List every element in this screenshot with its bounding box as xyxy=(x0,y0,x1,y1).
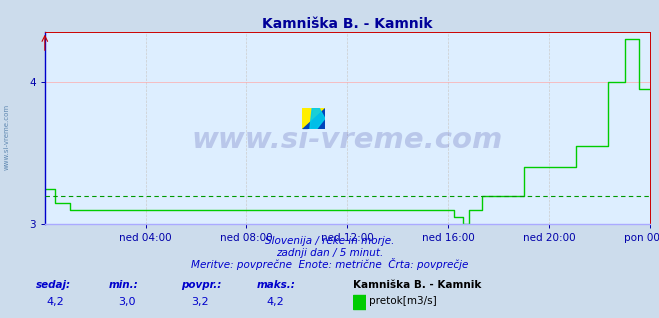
Polygon shape xyxy=(302,108,325,129)
Text: maks.:: maks.: xyxy=(257,280,296,290)
Text: pretok[m3/s]: pretok[m3/s] xyxy=(369,296,437,306)
Text: povpr.:: povpr.: xyxy=(181,280,221,290)
Text: Meritve: povprečne  Enote: metrične  Črta: povprečje: Meritve: povprečne Enote: metrične Črta:… xyxy=(191,258,468,270)
Text: zadnji dan / 5 minut.: zadnji dan / 5 minut. xyxy=(276,248,383,258)
Title: Kamniška B. - Kamnik: Kamniška B. - Kamnik xyxy=(262,17,432,31)
Text: 4,2: 4,2 xyxy=(267,297,285,307)
Bar xyxy=(353,295,366,309)
Text: www.si-vreme.com: www.si-vreme.com xyxy=(3,104,10,170)
Text: www.si-vreme.com: www.si-vreme.com xyxy=(192,126,503,154)
Text: Kamniška B. - Kamnik: Kamniška B. - Kamnik xyxy=(353,280,481,290)
Text: Slovenija / reke in morje.: Slovenija / reke in morje. xyxy=(265,236,394,246)
Polygon shape xyxy=(302,108,325,129)
Text: 3,0: 3,0 xyxy=(119,297,136,307)
Text: sedaj:: sedaj: xyxy=(36,280,71,290)
Text: 4,2: 4,2 xyxy=(46,297,64,307)
Text: 3,2: 3,2 xyxy=(191,297,209,307)
Text: min.:: min.: xyxy=(109,280,138,290)
Polygon shape xyxy=(310,108,325,129)
